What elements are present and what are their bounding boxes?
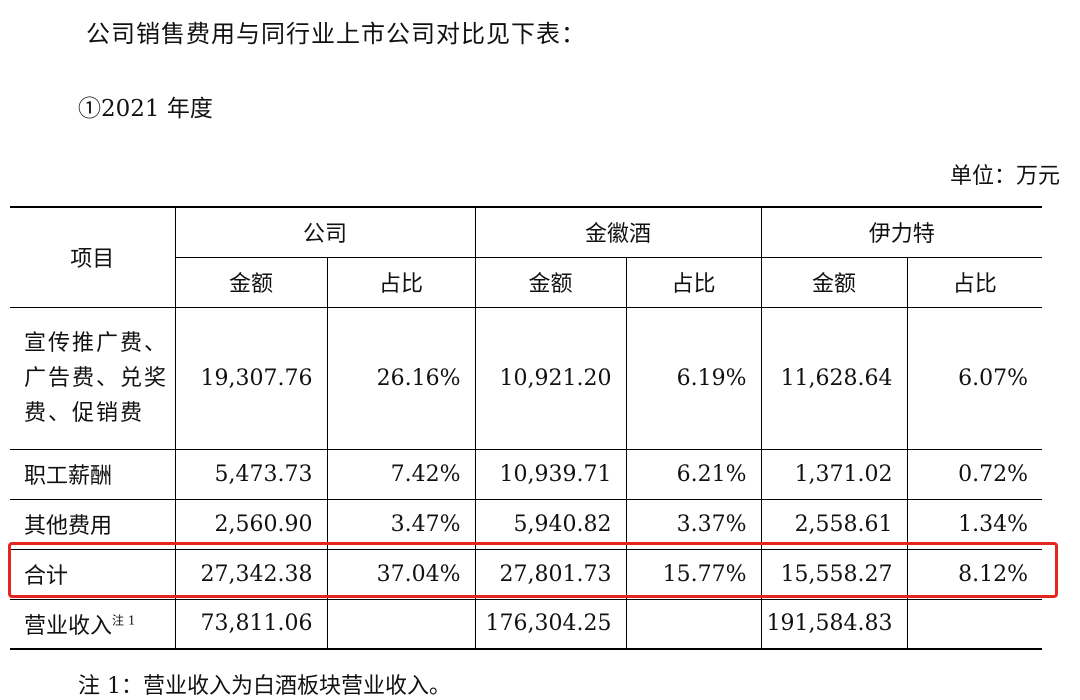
footnote-marker: 注 1 [112, 613, 136, 628]
amount-header: 金额 [474, 256, 627, 308]
ratio-header: 占比 [326, 256, 476, 308]
cell-value: 176,304.25 [474, 598, 627, 650]
cell-value: 19,307.76 [174, 306, 328, 450]
group-header-yilite: 伊力特 [760, 206, 1043, 258]
item-header: 项目 [10, 206, 176, 308]
revenue-label: 营业收入 [24, 613, 113, 639]
cell-value: 5,473.73 [174, 448, 328, 500]
amount-header: 金额 [760, 256, 908, 308]
unit-label: 单位：万元 [949, 164, 1060, 189]
cell-value: 8.12% [906, 548, 1043, 600]
table-row: 职工薪酬 5,473.73 7.42% 10,939.71 6.21% 1,37… [10, 448, 1043, 500]
group-header-company: 公司 [174, 206, 476, 258]
row-label: 职工薪酬 [10, 448, 176, 500]
amount-header: 金额 [175, 256, 328, 308]
cell-value [906, 598, 1043, 650]
ratio-header: 占比 [625, 256, 762, 308]
section-subtitle: ①2021 年度 [78, 96, 213, 122]
row-label: 合计 [10, 548, 176, 600]
cell-value [326, 598, 476, 650]
expense-comparison-table: 项目 公司 金徽酒 伊力特 金额 占比 金额 占比 金额 占比 宣传推广费、广告… [10, 206, 1043, 650]
cell-value: 7.42% [326, 448, 476, 500]
row-label: 营业收入注 1 [10, 598, 176, 650]
table-row: 其他费用 2,560.90 3.47% 5,940.82 3.37% 2,558… [10, 498, 1043, 550]
cell-value: 26.16% [326, 306, 476, 450]
intro-text: 公司销售费用与同行业上市公司对比见下表： [86, 20, 586, 48]
footnote: 注 1：营业收入为白酒板块营业收入。 [78, 674, 451, 699]
table-row: 宣传推广费、广告费、兑奖费、促销费 19,307.76 26.16% 10,92… [10, 306, 1043, 450]
cell-value: 73,811.06 [174, 598, 328, 650]
total-row-highlight-box [8, 542, 1058, 598]
cell-value: 1,371.02 [760, 448, 908, 500]
cell-value: 191,584.83 [760, 598, 908, 650]
group-header-jinhuijiu: 金徽酒 [474, 206, 762, 258]
revenue-row: 营业收入注 1 73,811.06 176,304.25 191,584.83 [10, 598, 1043, 650]
cell-value: 3.37% [625, 498, 762, 550]
cell-value: 0.72% [906, 448, 1043, 500]
cell-value: 6.19% [625, 306, 762, 450]
ratio-header: 占比 [906, 256, 1043, 308]
cell-value: 11,628.64 [760, 306, 908, 450]
cell-value: 1.34% [906, 498, 1043, 550]
cell-value: 10,939.71 [474, 448, 627, 500]
cell-value: 10,921.20 [474, 306, 627, 450]
cell-value [625, 598, 762, 650]
cell-value: 15,558.27 [760, 548, 908, 600]
row-label: 宣传推广费、广告费、兑奖费、促销费 [10, 306, 176, 450]
cell-value: 6.07% [906, 306, 1043, 450]
cell-value: 27,342.38 [174, 548, 328, 600]
cell-value: 6.21% [625, 448, 762, 500]
row-label: 其他费用 [10, 498, 176, 550]
